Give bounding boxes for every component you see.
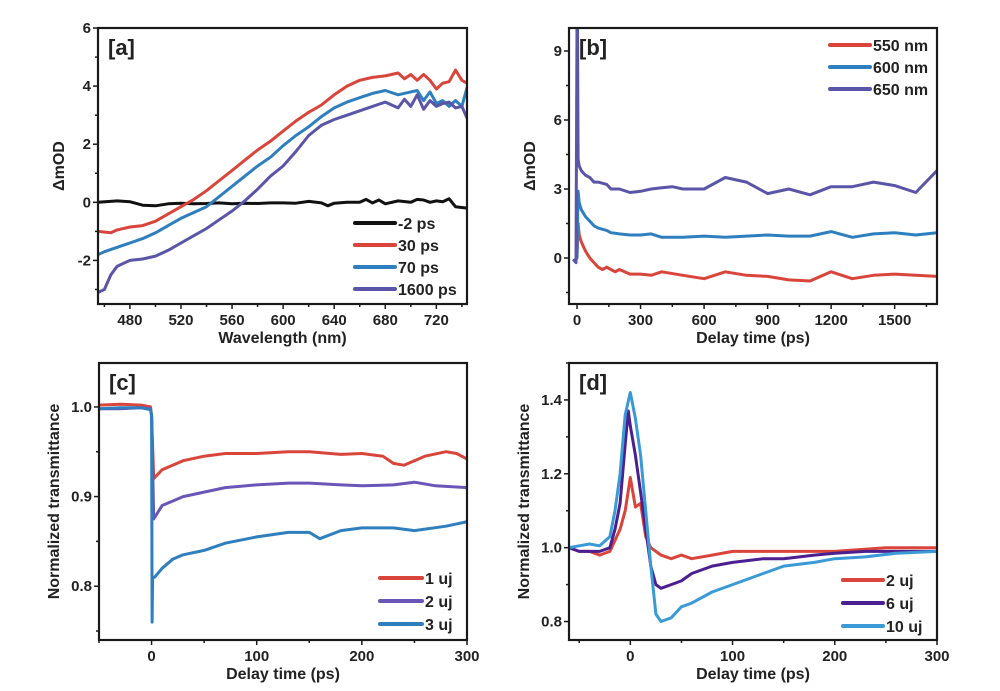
series-line-b-1 xyxy=(573,189,937,262)
x-tick-label: 0 xyxy=(573,312,581,329)
plot-frame-d xyxy=(567,361,939,642)
y-axis-title: Normalized transmittance xyxy=(516,404,533,600)
legend-label: 30 ps xyxy=(398,238,439,255)
panel-label: [d] xyxy=(579,370,607,395)
x-tick-label: 1500 xyxy=(878,312,911,329)
x-tick-label: 600 xyxy=(271,312,296,329)
y-tick-label: 0.8 xyxy=(71,578,92,595)
x-tick-label: 300 xyxy=(628,312,653,329)
legend-label: 6 uj xyxy=(886,596,914,613)
x-tick-label: 680 xyxy=(373,312,398,329)
y-tick-label: 1.4 xyxy=(541,392,563,409)
legend: 1 uj 2 uj 3 uj xyxy=(378,571,453,634)
series-line-c-0 xyxy=(99,402,467,481)
x-tick-label: 900 xyxy=(755,312,780,329)
legend-label: -2 ps xyxy=(398,216,435,233)
panel-label: [c] xyxy=(109,370,136,395)
legend-label: 70 ps xyxy=(398,260,439,277)
series-line-a-1 xyxy=(98,68,467,235)
legend: 2 uj 6 uj 10 uj xyxy=(841,573,922,636)
y-axis-title: ΔmOD xyxy=(51,141,68,191)
y-tick-label: 6 xyxy=(83,20,91,37)
y-axis-title: ΔmOD xyxy=(522,141,539,191)
y-tick-label: 0 xyxy=(554,250,562,267)
x-tick-label: 200 xyxy=(822,648,847,665)
panel-a: 480 520 560 600 640 680 720 -2 0 2 4 6 Wavelength (n… xyxy=(51,20,469,347)
x-tick-label: 100 xyxy=(244,648,269,665)
y-tick-label: 1.2 xyxy=(541,466,562,483)
panel-c: 0 100 200 300 0.8 0.9 1.0 Delay time (ps) Normal… xyxy=(46,361,480,683)
legend-label: 650 nm xyxy=(873,82,928,99)
y-tick-label: 3 xyxy=(554,181,562,198)
plot-frame-c xyxy=(97,361,469,642)
panel-label: [b] xyxy=(579,35,607,60)
legend-label: 1600 ps xyxy=(398,282,457,299)
legend-label: 2 uj xyxy=(886,573,914,590)
x-axis-title: Delay time (ps) xyxy=(696,666,810,683)
panel-label: [a] xyxy=(108,35,135,60)
y-tick-label: 0.8 xyxy=(541,614,562,631)
y-tick-label: 1.0 xyxy=(541,540,562,557)
legend-label: 550 nm xyxy=(873,38,928,55)
series-line-c-2 xyxy=(99,406,467,624)
x-tick-label: 0 xyxy=(147,648,155,665)
x-tick-label: 300 xyxy=(454,648,479,665)
x-tick-label: 560 xyxy=(220,312,245,329)
panel-d: 0 100 200 300 0.8 1.0 1.2 1.4 Delay time (ps) Nor… xyxy=(516,361,950,683)
x-tick-label: 720 xyxy=(424,312,449,329)
legend-label: 600 nm xyxy=(873,60,928,77)
x-tick-label: 0 xyxy=(626,648,634,665)
y-axis-title: Normalized transmittance xyxy=(46,404,63,600)
series-line-d-1 xyxy=(569,409,937,590)
x-tick-label: 1200 xyxy=(814,312,847,329)
x-tick-label: 520 xyxy=(168,312,193,329)
y-tick-label: 6 xyxy=(554,112,562,129)
series-line-a-0 xyxy=(98,197,467,210)
y-tick-label: 1.0 xyxy=(71,399,92,416)
legend-label: 10 uj xyxy=(886,619,922,636)
x-axis-title: Wavelength (nm) xyxy=(218,330,346,347)
x-axis-title: Delay time (ps) xyxy=(226,666,340,683)
legend: -2 ps 30 ps 70 ps 1600 ps xyxy=(353,216,457,299)
x-tick-label: 640 xyxy=(322,312,347,329)
y-tick-label: 2 xyxy=(83,136,91,153)
y-tick-label: 4 xyxy=(83,78,92,95)
y-tick-label: -2 xyxy=(78,252,91,269)
series-line-b-2 xyxy=(572,28,937,265)
y-tick-label: 0 xyxy=(83,194,91,211)
y-tick-label: 9 xyxy=(554,43,562,60)
x-tick-label: 200 xyxy=(349,648,374,665)
series-line-b-0 xyxy=(573,222,937,283)
legend-label: 3 uj xyxy=(425,617,453,634)
x-tick-label: 600 xyxy=(692,312,717,329)
y-tick-label: 0.9 xyxy=(71,489,92,506)
plot-frame-b xyxy=(567,26,939,306)
series-line-d-0 xyxy=(569,476,937,561)
x-tick-label: 480 xyxy=(117,312,142,329)
x-tick-label: 100 xyxy=(720,648,745,665)
series-line-d-2 xyxy=(569,391,937,623)
legend-label: 2 uj xyxy=(425,594,453,611)
x-tick-label: 300 xyxy=(924,648,949,665)
legend-label: 1 uj xyxy=(425,571,453,588)
x-axis-title: Delay time (ps) xyxy=(696,330,810,347)
series-line-a-2 xyxy=(98,86,467,257)
legend: 550 nm 600 nm 650 nm xyxy=(828,38,928,99)
series-line-a-3 xyxy=(98,93,467,294)
panel-b: 0 300 600 900 1200 1500 0 3 6 9 Delay time (ps) ΔmO… xyxy=(522,26,939,347)
